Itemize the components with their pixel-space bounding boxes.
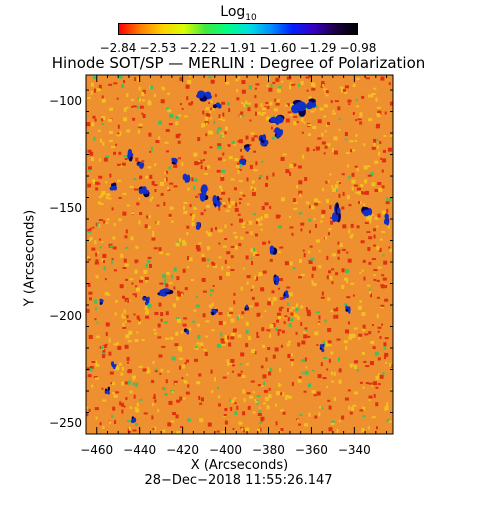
polarization-patch [215,200,220,207]
polarization-patch [214,310,218,313]
colorbar-tick-label: −2.84 [99,41,137,55]
polarization-patch [204,91,212,98]
polarization-patch [276,133,280,139]
colorbar-tick-label: −2.22 [179,41,217,55]
polarization-patch [139,163,144,169]
polarization-patch [269,247,275,253]
polarization-image [86,75,393,434]
polarization-patch [107,386,110,391]
polarization-patch [307,101,313,109]
polarization-patch [186,331,190,335]
polarization-patch [262,134,267,141]
polarization-patch [110,185,114,190]
polarization-patch [275,279,279,286]
polarization-patches [99,90,390,424]
polarization-patch [211,311,215,316]
polarization-patch [331,212,337,223]
colorbar [118,23,358,35]
polarization-patch [348,309,351,314]
x-tick-label: −360 [294,443,328,457]
polarization-patch [112,186,116,191]
colorbar-tick-label: −1.60 [259,41,297,55]
polarization-patch [285,293,289,299]
polarization-patch [104,390,108,395]
polarization-patch [239,158,244,164]
polarization-patch [184,177,188,184]
plot-frame [85,74,394,435]
y-axis-label: Y (Arcseconds) [22,209,38,307]
polarization-patch [345,305,348,310]
axes [85,74,394,435]
polarization-patch [264,139,269,146]
polarization-patch [146,296,150,302]
polarization-patch [196,222,201,227]
x-tick-label: −420 [166,443,200,457]
colorbar-tick-label: −2.53 [139,41,177,55]
polarization-patch [347,306,351,311]
polarization-patch [159,289,165,296]
polarization-patch [142,297,147,301]
polarization-patch [269,116,277,123]
x-tick-label: −400 [209,443,243,457]
polarization-patch [386,219,390,226]
polarization-patch [107,391,110,395]
polarization-patch [203,188,207,198]
polarization-patch [142,188,147,195]
image-speckle [86,75,393,434]
y-tick-label: −200 [49,308,82,323]
x-tick-label: −340 [337,443,371,457]
colorbar-tick-label: −1.91 [219,41,257,55]
polarization-patch [319,344,323,348]
polarization-patch [100,299,104,303]
y-tick-label: −150 [49,201,82,216]
polarization-patch [384,213,389,220]
y-tick-label: −250 [49,416,82,431]
polarization-patch [215,102,221,107]
polarization-patch [110,361,115,366]
polarization-patch [132,418,135,422]
polarization-patch [138,188,144,195]
timestamp: 28−Dec−2018 11:55:26.147 [144,473,333,488]
polarization-patch [196,93,204,99]
colorbar-tick-label: −0.98 [339,41,377,55]
x-tick-label: −460 [80,443,114,457]
polarization-patch [171,157,175,162]
x-tick-label: −380 [251,443,285,457]
colorbar-title-subscript: 10 [245,12,257,23]
plot-title: Hinode SOT/SP — MERLIN : Degree of Polar… [51,54,426,72]
polarization-patch [345,309,349,312]
image-background [86,75,393,434]
polarization-patch [245,304,249,309]
polarization-patch [186,174,191,183]
colorbar-title-text: Log [220,4,246,20]
x-tick-label: −440 [123,443,157,457]
polarization-patch [321,348,324,352]
polarization-patch [362,209,370,217]
colorbar-tick-label: −1.29 [299,41,337,55]
polarization-patch [336,207,341,215]
polarization-patch [367,208,373,216]
polarization-patch [211,308,216,312]
polarization-patch [275,116,284,124]
colorbar-title: Log10 [0,5,477,23]
x-axis-label: X (Arcseconds) [190,458,289,473]
y-tick-label: −100 [49,93,82,108]
polarization-patch [246,147,251,150]
polarization-patch [295,101,307,112]
polarization-patch [128,152,134,157]
polarization-patch [174,159,178,164]
